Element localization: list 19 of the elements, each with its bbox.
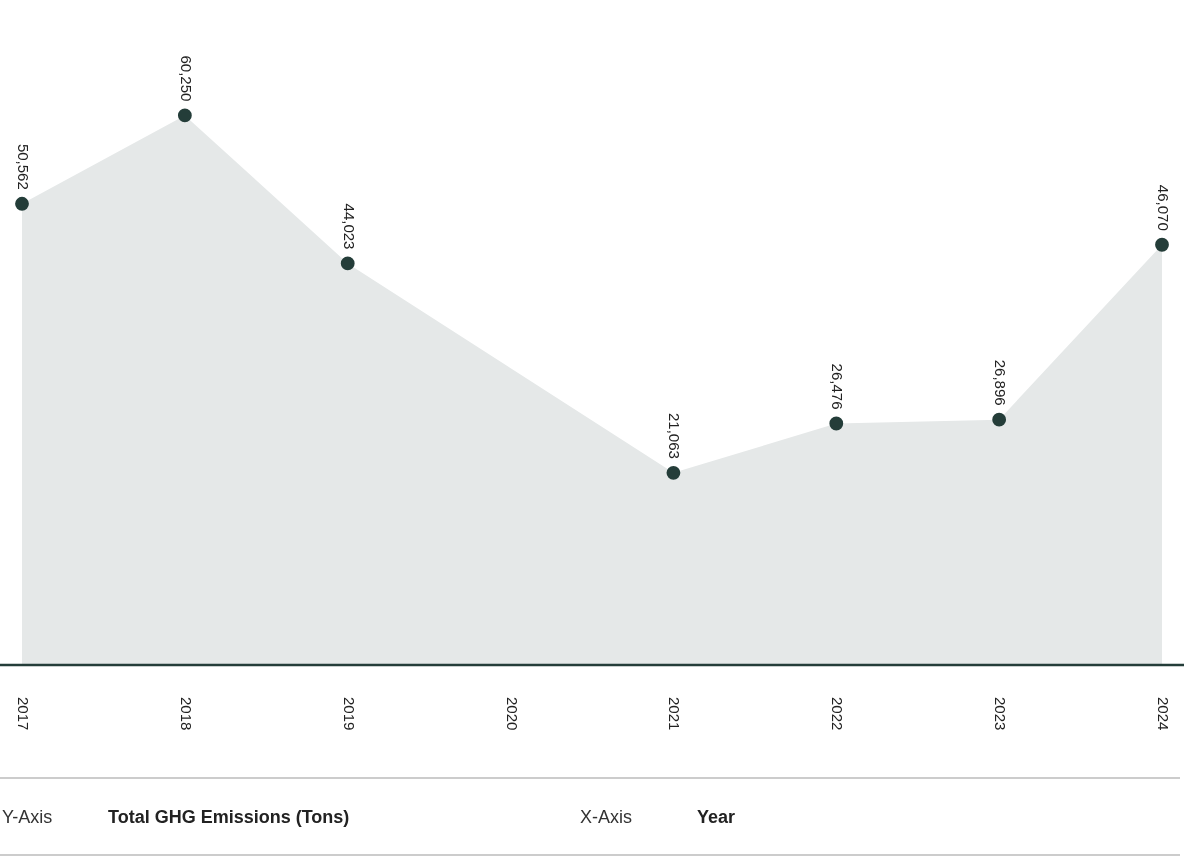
- x-tick-label: 2023: [992, 697, 1010, 731]
- data-label: 44,023: [340, 203, 358, 250]
- x-tick-label: 2022: [829, 697, 847, 731]
- data-label: 50,562: [15, 143, 33, 190]
- x-tick-label: 2018: [177, 697, 195, 731]
- text: Y-Axis: [2, 807, 53, 827]
- x-tick-label: 2019: [340, 697, 358, 731]
- text: X-Axis: [580, 807, 633, 827]
- data-label: 46,070: [1155, 184, 1173, 231]
- text: Total GHG Emissions (Tons): [108, 807, 350, 827]
- text: Year: [697, 807, 736, 827]
- data-label: 21,063: [666, 412, 684, 459]
- data-label: 26,476: [829, 363, 847, 410]
- data-label: 26,896: [992, 359, 1010, 406]
- x-tick-label: 2021: [666, 697, 684, 731]
- x-tick-label: 2024: [1155, 697, 1173, 731]
- x-tick-label: 2020: [503, 697, 521, 731]
- x-tick-label: 2017: [15, 697, 33, 731]
- data-label: 60,250: [177, 55, 195, 102]
